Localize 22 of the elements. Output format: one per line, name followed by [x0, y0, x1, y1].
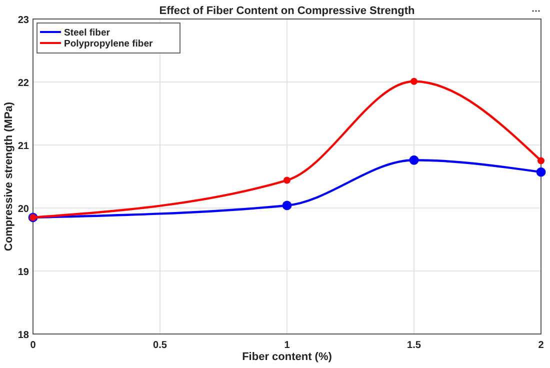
- y-axis-title: Compressive strength (MPa): [3, 102, 15, 252]
- x-tick-label: 0.5: [153, 340, 168, 351]
- x-tick-label: 2: [538, 340, 544, 351]
- y-tick-label: 18: [18, 330, 30, 341]
- point: [538, 157, 544, 164]
- y-tick-label: 23: [18, 15, 30, 26]
- x-tick-label: 1: [284, 340, 290, 351]
- legend-label: Polypropylene fiber: [64, 38, 153, 50]
- x-tick-label: 1.5: [407, 340, 422, 351]
- point: [284, 176, 290, 184]
- legend-label: Steel fiber: [64, 28, 110, 38]
- point: [409, 155, 419, 165]
- y-tick-label: 19: [18, 267, 30, 278]
- x-axis-title: Fiber content (%): [242, 351, 332, 363]
- point: [282, 200, 292, 210]
- point: [536, 167, 546, 177]
- x-tick-label: 0: [30, 340, 36, 351]
- y-tick-label: 21: [18, 141, 30, 152]
- chart-title: Effect of Fiber Content on Compressive Strength: [159, 5, 416, 17]
- point: [410, 78, 418, 85]
- y-tick-label: 22: [18, 78, 30, 89]
- y-tick-label: 20: [18, 204, 30, 215]
